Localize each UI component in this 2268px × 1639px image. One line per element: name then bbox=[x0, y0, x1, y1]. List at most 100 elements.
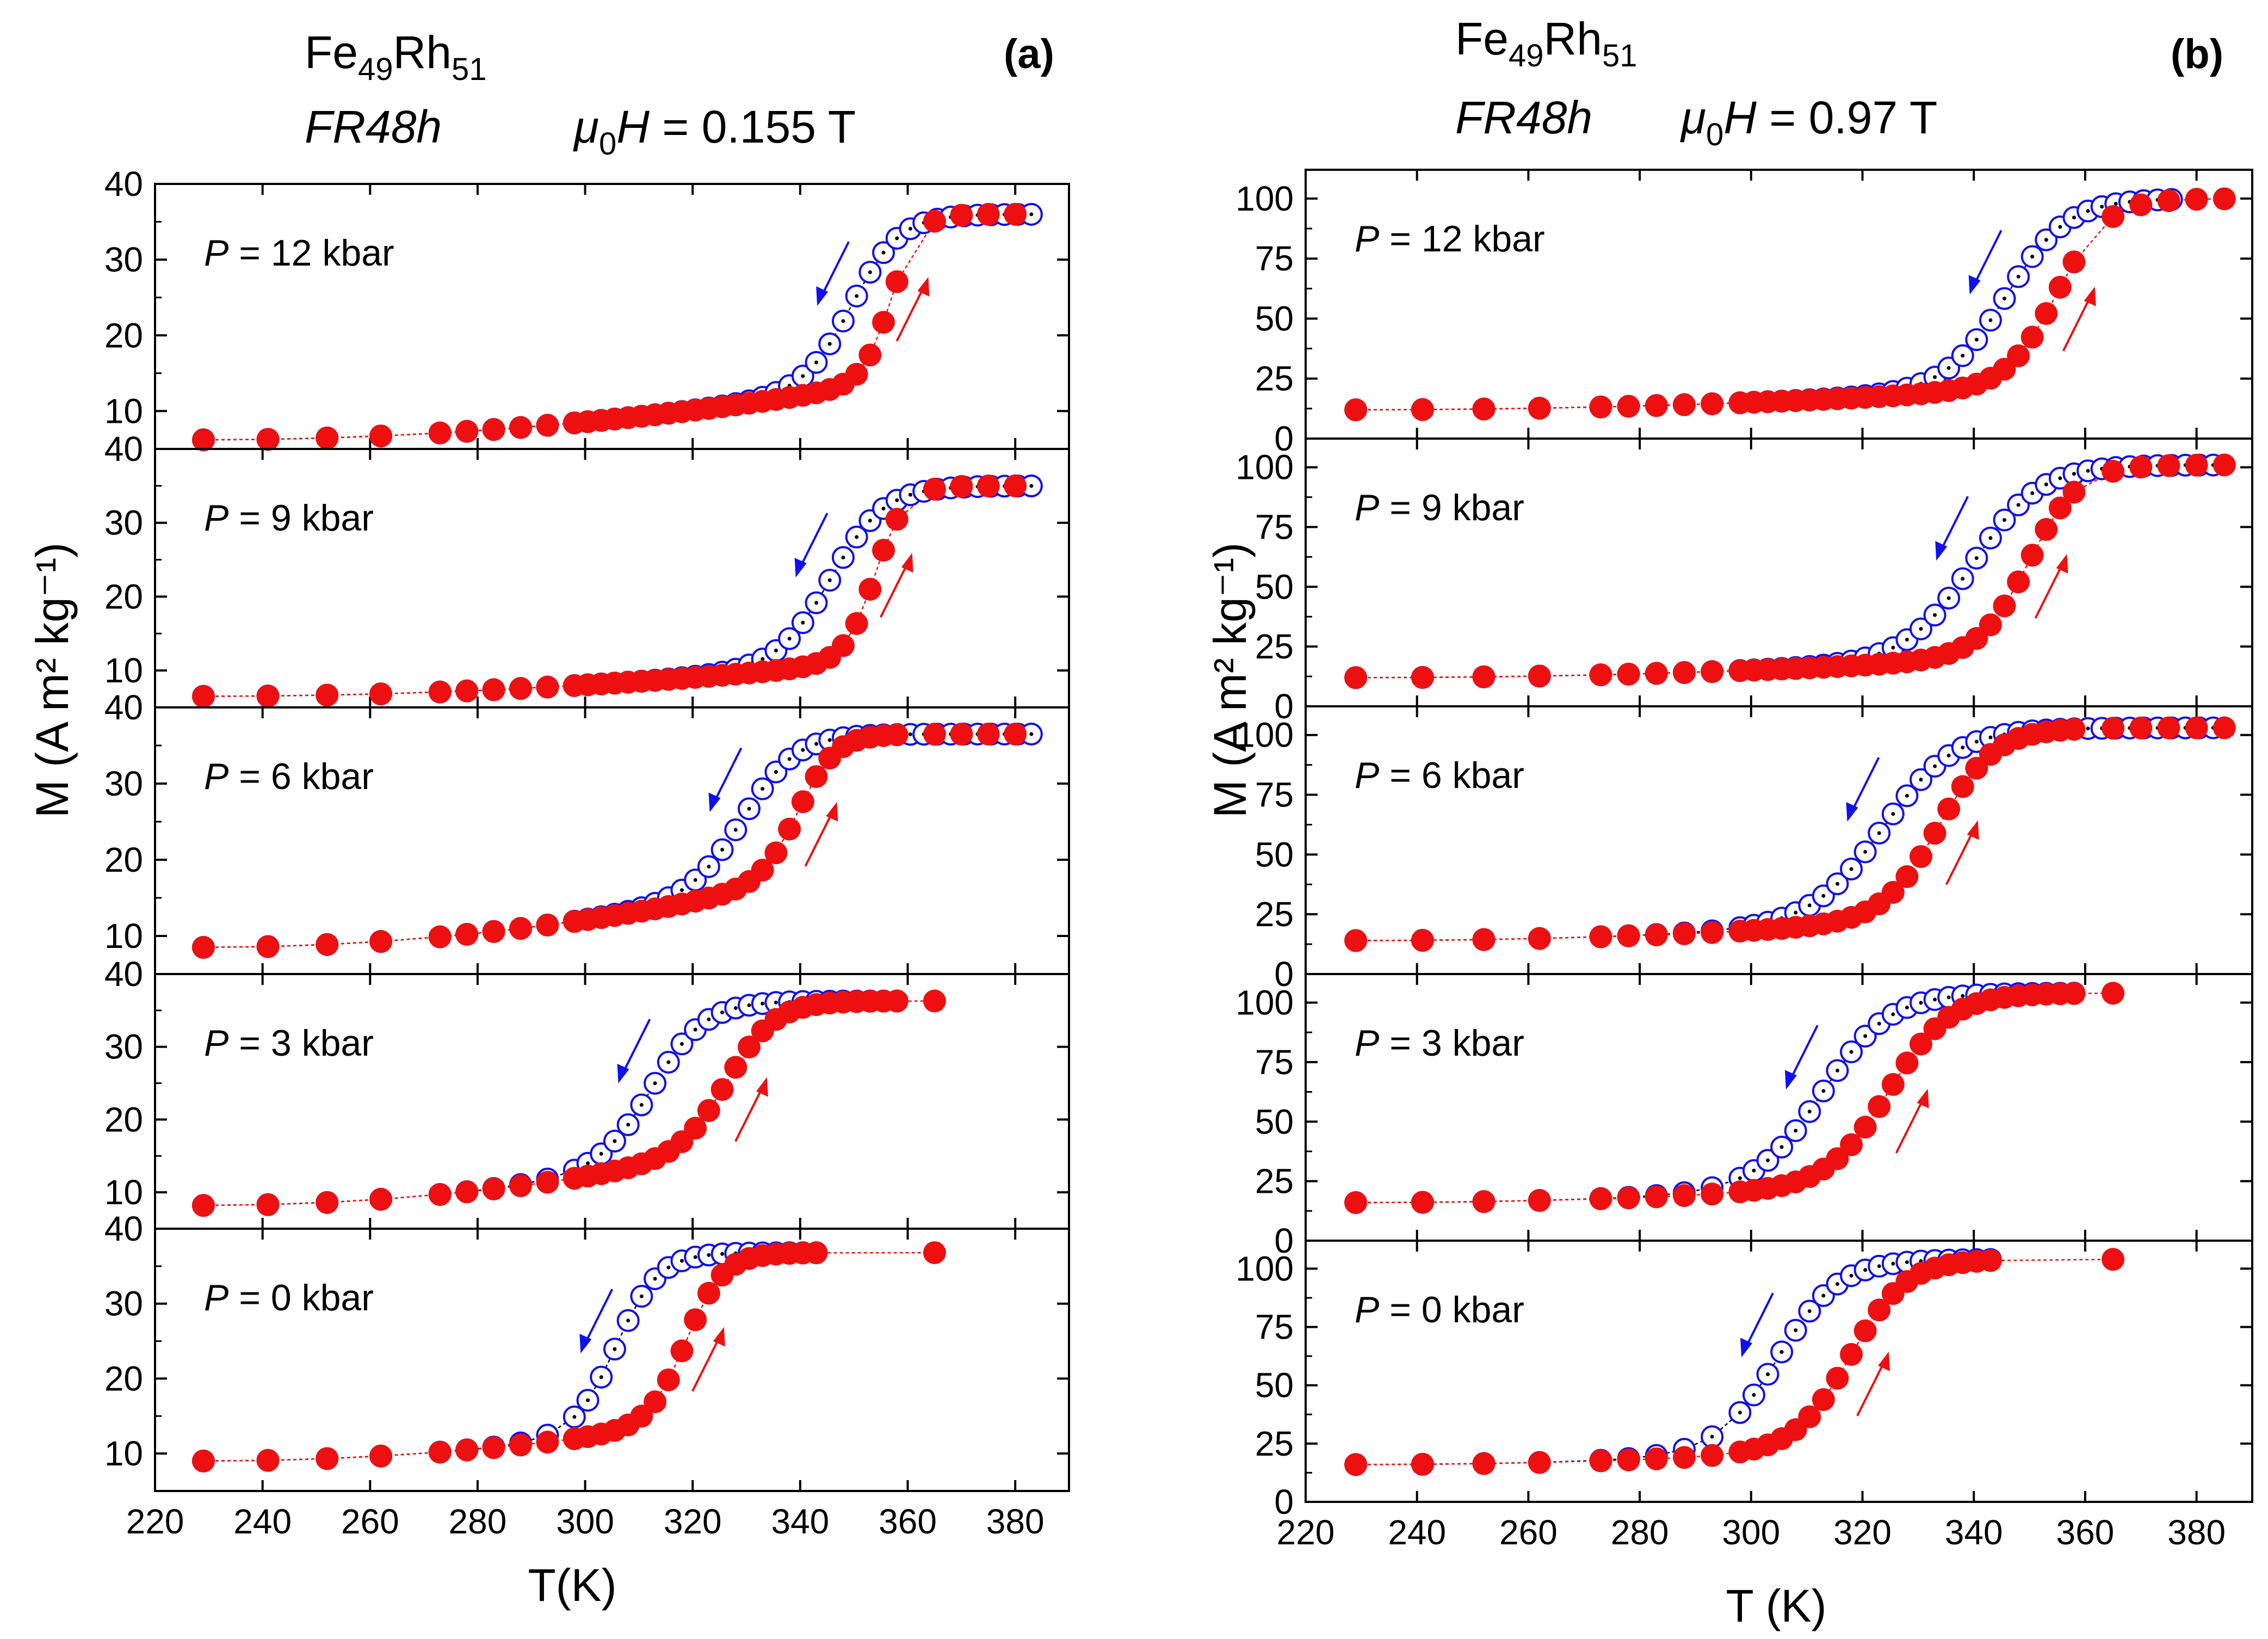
cooling-point-dot bbox=[1738, 1176, 1742, 1180]
heating-point bbox=[1645, 1447, 1668, 1470]
heating-arrowhead bbox=[1967, 820, 1979, 840]
heating-point bbox=[2157, 454, 2180, 477]
heating-point bbox=[1840, 1343, 1863, 1366]
heating-point bbox=[923, 1241, 946, 1265]
cooling-point-dot bbox=[1835, 1068, 1839, 1073]
heating-point bbox=[256, 685, 280, 708]
cooling-point-dot bbox=[1766, 1158, 1770, 1162]
heating-point bbox=[885, 508, 909, 531]
cooling-point-dot bbox=[1863, 1034, 1868, 1038]
heating-point bbox=[1701, 1444, 1724, 1467]
heating-point bbox=[191, 428, 215, 452]
heating-point bbox=[2035, 302, 2058, 325]
heating-point bbox=[1528, 664, 1551, 688]
heating-point bbox=[1868, 1298, 1891, 1322]
heating-point bbox=[950, 475, 973, 498]
y-tick-label: 50 bbox=[1255, 1366, 1294, 1405]
heating-point bbox=[536, 675, 559, 699]
cooling-point-dot bbox=[1891, 1012, 1895, 1016]
heating-point bbox=[885, 989, 909, 1013]
heating-point bbox=[1853, 1319, 1877, 1342]
cooling-point-dot bbox=[599, 1151, 603, 1156]
cooling-point-dot bbox=[707, 1253, 711, 1257]
heating-point bbox=[509, 1174, 532, 1198]
heating-point bbox=[1004, 474, 1027, 497]
heating-point bbox=[1344, 1453, 1368, 1476]
cooling-point-dot bbox=[1863, 1268, 1868, 1272]
cooling-point-dot bbox=[1961, 576, 1965, 581]
heating-point bbox=[1344, 1191, 1368, 1214]
cooling-point-dot bbox=[895, 498, 899, 502]
heating-point bbox=[191, 936, 215, 959]
heating-point bbox=[950, 723, 973, 746]
cooling-point-dot bbox=[1961, 354, 1965, 358]
cooling-point-dot bbox=[1807, 1110, 1812, 1114]
heating-point bbox=[2020, 544, 2044, 567]
cooling-point-dot bbox=[1905, 1006, 1909, 1010]
heating-point bbox=[2062, 718, 2086, 741]
cooling-point-dot bbox=[774, 1000, 778, 1005]
cooling-point-dot bbox=[1849, 1273, 1853, 1278]
y-tick-label: 40 bbox=[104, 429, 143, 469]
y-tick-label: 10 bbox=[104, 651, 143, 690]
heating-point bbox=[1701, 921, 1724, 944]
cooling-point-dot bbox=[1974, 740, 1979, 744]
panel-a-sample: FR48h bbox=[305, 101, 442, 152]
heating-point bbox=[1645, 662, 1668, 685]
cooling-point-dot bbox=[881, 250, 886, 255]
cooling-point-dot bbox=[908, 226, 912, 231]
cooling-point-dot bbox=[841, 555, 845, 559]
heating-point bbox=[2102, 982, 2125, 1005]
cooling-point-dot bbox=[679, 1042, 684, 1046]
heating-point bbox=[1472, 665, 1495, 688]
cooling-point-dot bbox=[1807, 903, 1812, 908]
cooling-arrow bbox=[621, 1019, 651, 1074]
heating-point bbox=[1673, 661, 1696, 684]
cooling-point-dot bbox=[1752, 1393, 1756, 1397]
y-tick-label: 50 bbox=[1255, 1102, 1294, 1141]
heating-point bbox=[657, 1368, 680, 1391]
pressure-label: P = 6 kbar bbox=[204, 756, 374, 797]
cooling-point-dot bbox=[801, 374, 805, 378]
heating-point bbox=[1701, 392, 1724, 416]
cooling-point-dot bbox=[761, 1001, 765, 1006]
panel-a-subplot-4: 10 20 30 40 220 240 260 280 300 320 340 360 380 P = 0… bbox=[104, 1209, 1070, 1541]
heating-point bbox=[1701, 1182, 1724, 1206]
cooling-point-dot bbox=[855, 294, 859, 298]
heating-arrowhead bbox=[1917, 1088, 1929, 1108]
heating-point bbox=[805, 1241, 828, 1265]
panel-a-field: μ0H = 0.155 T bbox=[573, 101, 856, 162]
heating-point bbox=[316, 426, 339, 449]
cooling-point-dot bbox=[733, 828, 738, 832]
heating-point bbox=[923, 210, 946, 233]
cooling-point-dot bbox=[653, 1081, 657, 1086]
cooling-point-dot bbox=[1933, 613, 1937, 617]
cooling-point-dot bbox=[827, 738, 832, 742]
heating-point bbox=[1411, 1452, 1434, 1476]
heating-arrow bbox=[691, 1336, 721, 1392]
heating-arrowhead bbox=[1878, 1351, 1890, 1371]
heating-point bbox=[369, 1187, 393, 1211]
pressure-label: P = 12 kbar bbox=[1355, 218, 1545, 260]
heating-point bbox=[1528, 927, 1551, 950]
x-tick-label: 320 bbox=[664, 1502, 722, 1541]
panel-b-subplot-2: 0 25 50 75 100 P = 6 kbar bbox=[1235, 705, 2253, 994]
cooling-point-dot bbox=[2003, 518, 2007, 522]
cooling-point-dot bbox=[787, 757, 792, 761]
cooling-point-dot bbox=[572, 1415, 577, 1419]
panel-b-subplot-1: 0 25 50 75 100 P = 9 kbar bbox=[1235, 438, 2253, 726]
heating-arrow bbox=[2034, 563, 2064, 619]
cooling-point-dot bbox=[1946, 995, 1951, 1000]
cooling-point-dot bbox=[2030, 491, 2035, 495]
cooling-arrowhead bbox=[708, 792, 721, 812]
cooling-point-dot bbox=[707, 1017, 711, 1021]
heating-point bbox=[1411, 666, 1434, 689]
heating-point bbox=[509, 1433, 532, 1457]
panel-a-y-axis-title: M (A m² kg⁻¹) bbox=[27, 543, 78, 818]
heating-point bbox=[369, 682, 393, 706]
heating-point bbox=[885, 723, 909, 747]
heating-point bbox=[2129, 716, 2153, 740]
cooling-point-dot bbox=[1933, 375, 1937, 379]
panel-b-label: (b) bbox=[2171, 31, 2223, 77]
heating-point bbox=[1812, 1388, 1835, 1411]
